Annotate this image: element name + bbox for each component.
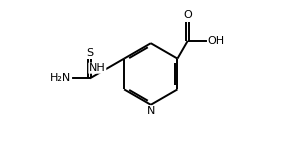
Text: S: S [86,48,93,58]
Text: H₂N: H₂N [50,73,72,83]
Text: OH: OH [208,36,225,46]
Text: O: O [183,10,192,20]
Text: NH: NH [89,63,106,73]
Text: N: N [147,106,156,116]
